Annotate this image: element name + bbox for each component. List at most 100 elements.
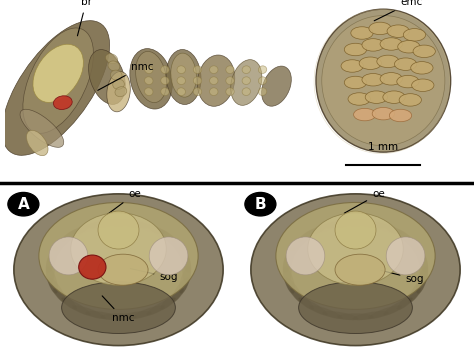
Ellipse shape <box>411 79 434 91</box>
Ellipse shape <box>285 278 303 303</box>
Ellipse shape <box>310 221 342 234</box>
Ellipse shape <box>403 29 426 41</box>
Ellipse shape <box>322 16 445 146</box>
Ellipse shape <box>299 282 412 334</box>
Ellipse shape <box>416 267 428 294</box>
Ellipse shape <box>146 224 175 242</box>
Ellipse shape <box>399 94 421 106</box>
Ellipse shape <box>262 66 292 106</box>
Ellipse shape <box>419 256 428 284</box>
Ellipse shape <box>182 256 191 284</box>
Ellipse shape <box>130 49 173 109</box>
Ellipse shape <box>48 237 66 262</box>
Ellipse shape <box>46 256 55 284</box>
Ellipse shape <box>116 311 152 320</box>
Ellipse shape <box>242 88 250 95</box>
Ellipse shape <box>193 66 202 74</box>
Ellipse shape <box>177 66 185 74</box>
Circle shape <box>8 192 39 216</box>
Ellipse shape <box>46 246 58 273</box>
Ellipse shape <box>110 70 122 80</box>
Text: A: A <box>18 197 29 212</box>
Ellipse shape <box>160 229 184 252</box>
Ellipse shape <box>226 66 234 74</box>
Ellipse shape <box>322 311 358 320</box>
Ellipse shape <box>285 237 303 262</box>
Ellipse shape <box>242 77 250 85</box>
Text: 1 mm: 1 mm <box>368 142 398 152</box>
Ellipse shape <box>160 288 184 310</box>
Ellipse shape <box>337 219 374 226</box>
Ellipse shape <box>380 38 402 50</box>
Ellipse shape <box>27 130 48 156</box>
Ellipse shape <box>210 88 218 95</box>
Ellipse shape <box>413 45 435 58</box>
Ellipse shape <box>79 255 106 279</box>
Ellipse shape <box>286 237 325 275</box>
Ellipse shape <box>179 246 191 273</box>
Ellipse shape <box>299 297 328 315</box>
Ellipse shape <box>33 44 83 102</box>
Text: sog: sog <box>381 270 424 284</box>
Ellipse shape <box>380 73 402 85</box>
Ellipse shape <box>73 221 105 234</box>
Ellipse shape <box>171 53 196 97</box>
Ellipse shape <box>171 278 189 303</box>
Ellipse shape <box>387 25 410 37</box>
Ellipse shape <box>335 211 376 249</box>
Ellipse shape <box>416 246 428 273</box>
Ellipse shape <box>353 219 389 228</box>
Ellipse shape <box>411 62 433 74</box>
Ellipse shape <box>85 219 121 228</box>
Ellipse shape <box>226 77 234 85</box>
Ellipse shape <box>337 313 374 320</box>
Ellipse shape <box>322 219 358 228</box>
Ellipse shape <box>389 109 411 122</box>
Ellipse shape <box>210 66 218 74</box>
Ellipse shape <box>145 77 153 85</box>
Ellipse shape <box>179 267 191 294</box>
Ellipse shape <box>283 246 295 273</box>
Ellipse shape <box>231 60 262 105</box>
Ellipse shape <box>136 51 166 103</box>
Ellipse shape <box>397 288 421 310</box>
Ellipse shape <box>351 27 373 39</box>
Ellipse shape <box>283 256 292 284</box>
Ellipse shape <box>98 254 148 285</box>
Ellipse shape <box>359 57 382 69</box>
Ellipse shape <box>308 213 403 285</box>
Ellipse shape <box>108 61 120 71</box>
Ellipse shape <box>54 96 72 110</box>
Ellipse shape <box>73 305 105 319</box>
Ellipse shape <box>62 297 91 315</box>
Ellipse shape <box>100 219 137 226</box>
Ellipse shape <box>290 229 314 252</box>
Ellipse shape <box>46 267 58 294</box>
Ellipse shape <box>377 55 399 68</box>
Ellipse shape <box>48 278 66 303</box>
Text: nmc: nmc <box>98 62 153 90</box>
Ellipse shape <box>85 311 121 320</box>
Ellipse shape <box>177 77 185 85</box>
Ellipse shape <box>113 79 124 89</box>
Ellipse shape <box>161 77 169 85</box>
Ellipse shape <box>149 237 188 275</box>
Ellipse shape <box>197 55 235 106</box>
Ellipse shape <box>383 91 405 103</box>
Ellipse shape <box>115 87 127 97</box>
Ellipse shape <box>335 254 385 285</box>
Ellipse shape <box>348 93 370 105</box>
Ellipse shape <box>354 108 376 121</box>
Ellipse shape <box>408 278 426 303</box>
Ellipse shape <box>226 88 234 95</box>
Ellipse shape <box>49 237 88 275</box>
Ellipse shape <box>353 311 389 320</box>
Ellipse shape <box>132 305 164 319</box>
Text: oe: oe <box>107 189 141 215</box>
Ellipse shape <box>299 224 328 242</box>
Ellipse shape <box>71 213 166 285</box>
Ellipse shape <box>146 297 175 315</box>
Text: B: B <box>255 197 266 212</box>
Ellipse shape <box>394 58 417 70</box>
Ellipse shape <box>14 194 223 346</box>
